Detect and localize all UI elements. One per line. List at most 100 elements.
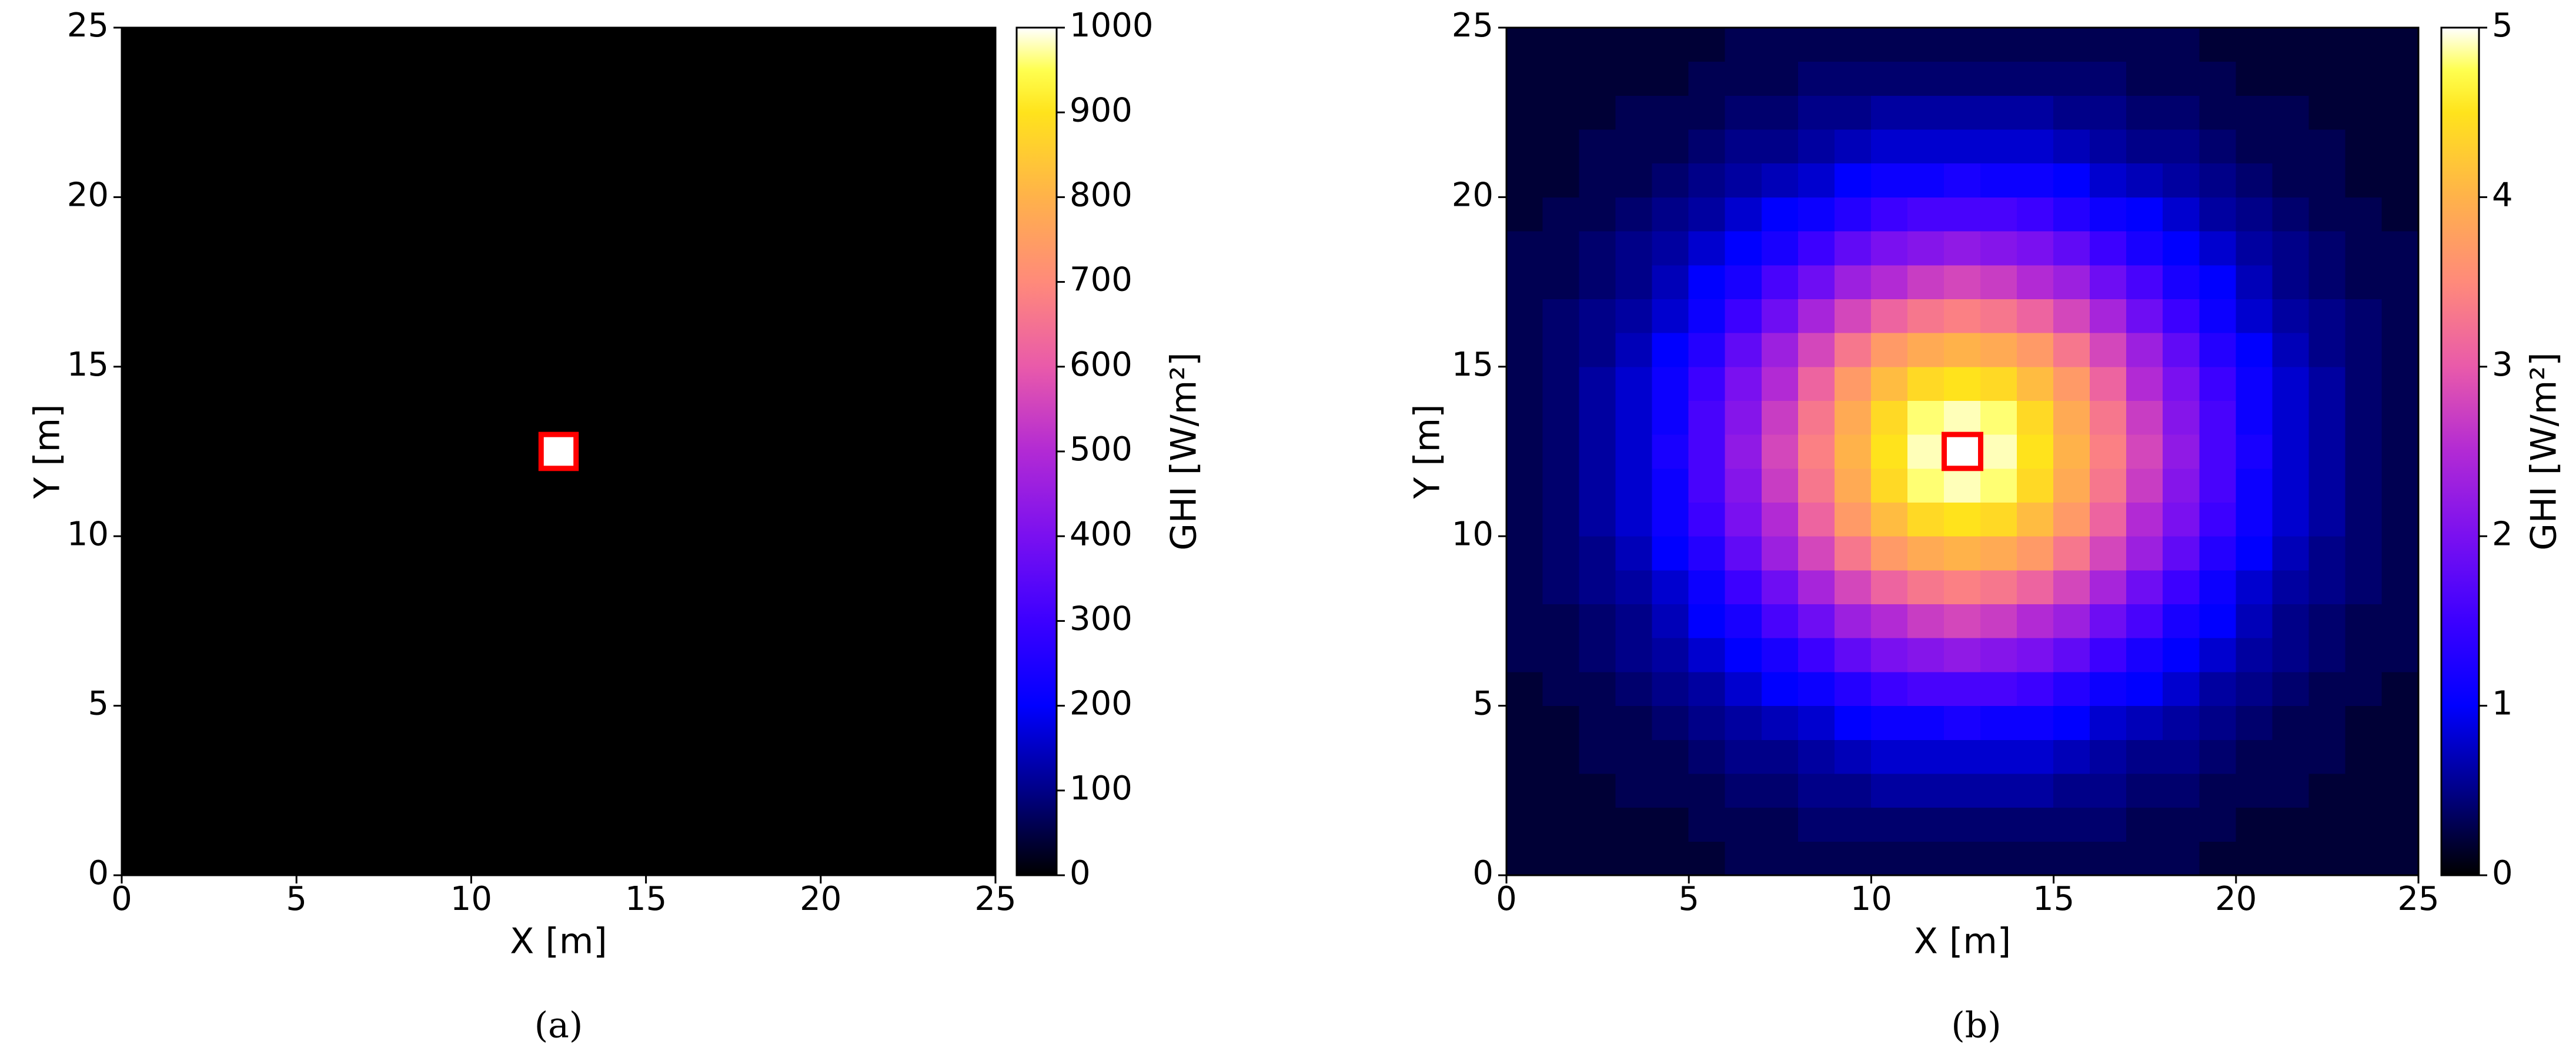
heatmap-cell	[331, 129, 367, 164]
heatmap-cell	[2017, 773, 2054, 808]
heatmap-cell	[1797, 366, 1835, 401]
heatmap-cell	[1980, 535, 2018, 571]
heatmap-cell	[680, 61, 716, 96]
heatmap-cell	[1980, 637, 2018, 672]
heatmap-cell	[331, 163, 367, 198]
heatmap-cell	[610, 298, 647, 333]
heatmap-cell	[2272, 570, 2310, 605]
heatmap-cell	[715, 604, 751, 638]
heatmap-cell	[121, 163, 157, 198]
heatmap-cell	[2090, 61, 2127, 96]
heatmap-cell	[820, 366, 856, 401]
heatmap-cell	[785, 95, 821, 130]
heatmap-cell	[121, 705, 157, 740]
heatmap-cell	[540, 298, 577, 333]
heatmap-cell	[296, 570, 332, 605]
heatmap-cell	[1761, 366, 1799, 401]
heatmap-cell	[1688, 196, 1726, 232]
heatmap-cell	[156, 61, 192, 96]
heatmap-cell	[261, 535, 297, 571]
heatmap-cell	[436, 434, 472, 469]
heatmap-cell	[1797, 163, 1835, 198]
heatmap-cell	[785, 637, 821, 672]
heatmap-cell	[890, 773, 926, 808]
heatmap-cell	[261, 671, 297, 707]
axes-frame	[121, 26, 997, 876]
heatmap-cell	[820, 230, 856, 266]
heatmap-cell	[191, 95, 227, 130]
heatmap-cell	[470, 434, 507, 469]
heatmap-cell	[1579, 773, 1616, 808]
heatmap-cell	[2381, 535, 2419, 571]
heatmap-cell	[540, 196, 577, 232]
heatmap-cell	[1797, 570, 1835, 605]
heatmap-cell	[191, 163, 227, 198]
heatmap-cell	[820, 773, 856, 808]
heatmap-cell	[366, 739, 402, 774]
heatmap-cell	[1725, 265, 1762, 299]
heatmap-cell	[1725, 705, 1762, 740]
heatmap-cell	[1980, 773, 2018, 808]
heatmap-cell	[331, 230, 367, 266]
heatmap-cell	[1907, 604, 1944, 638]
heatmap-cell	[1542, 400, 1580, 435]
heatmap-cell	[2272, 535, 2310, 571]
heatmap-cell	[715, 570, 751, 605]
heatmap-cell	[2199, 230, 2237, 266]
heatmap-cell	[331, 400, 367, 435]
heatmap-cell	[1980, 739, 2018, 774]
heatmap-cell	[1870, 163, 1908, 198]
heatmap-cell	[296, 434, 332, 469]
heatmap-cell	[191, 468, 227, 503]
heatmap-cell	[506, 705, 542, 740]
heatmap-cell	[1870, 95, 1908, 130]
heatmap-cell	[1907, 671, 1944, 707]
heatmap-cell	[2163, 27, 2200, 62]
heatmap-cell	[2126, 230, 2164, 266]
heatmap-cell	[470, 637, 507, 672]
heatmap-cell	[820, 332, 856, 367]
heatmap-cell	[261, 400, 297, 435]
heatmap-cell	[1506, 604, 1543, 638]
heatmap-cell	[855, 163, 891, 198]
heatmap-cell	[890, 400, 926, 435]
heatmap-cell	[2017, 671, 2054, 707]
heatmap-cell	[296, 163, 332, 198]
heatmap-cell	[1980, 95, 2018, 130]
heatmap-cell	[296, 807, 332, 842]
heatmap-cell	[156, 570, 192, 605]
heatmap-cell	[401, 196, 437, 232]
heatmap-cell	[1797, 468, 1835, 503]
heatmap-cell	[2017, 535, 2054, 571]
heatmap-cell	[646, 739, 681, 774]
heatmap-cell	[2017, 841, 2054, 876]
heatmap-cell	[506, 671, 542, 707]
heatmap-cell	[470, 671, 507, 707]
heatmap-cell	[2345, 61, 2383, 96]
heatmap-cell	[2126, 468, 2164, 503]
heatmap-cell	[226, 265, 262, 299]
heatmap-cell	[680, 604, 716, 638]
heatmap-cell	[576, 570, 612, 605]
heatmap-cell	[191, 841, 227, 876]
heatmap-cell	[2017, 366, 2054, 401]
heatmap-cell	[1943, 604, 1982, 638]
heatmap-cell	[576, 163, 612, 198]
heatmap-cell	[960, 230, 996, 266]
heatmap-cell	[366, 807, 402, 842]
heatmap-cell	[785, 841, 821, 876]
heatmap-cell	[1579, 27, 1616, 62]
heatmap-cell	[750, 807, 786, 842]
heatmap-cell	[1652, 705, 1689, 740]
heatmap-cell	[331, 298, 367, 333]
heatmap-cell	[576, 27, 612, 62]
heatmap-cell	[1725, 332, 1762, 367]
heatmap-cell	[1943, 502, 1982, 537]
heatmap-cell	[1652, 739, 1689, 774]
heatmap-cell	[2199, 807, 2237, 842]
heatmap-cell	[2272, 773, 2310, 808]
colorbar-tick-label: 500	[1070, 430, 1132, 468]
heatmap-cell	[855, 434, 891, 469]
heatmap-cell	[1725, 230, 1762, 266]
heatmap-cell	[121, 298, 157, 333]
